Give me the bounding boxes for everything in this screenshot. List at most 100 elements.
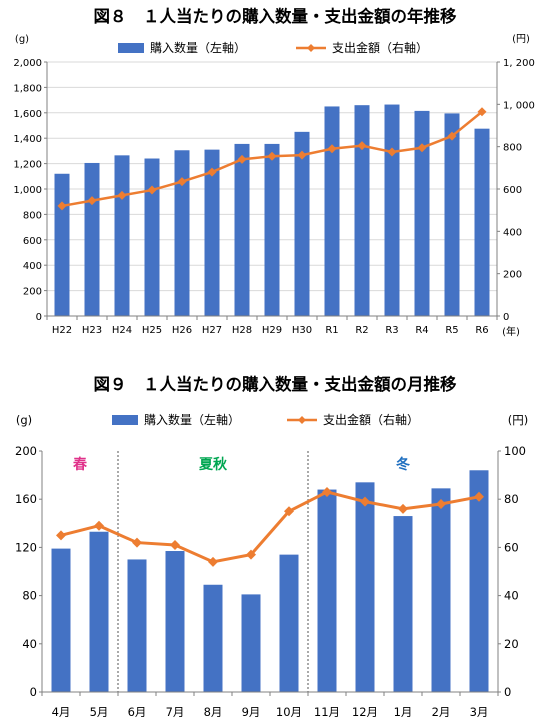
line-point [447, 131, 457, 141]
x-tick-label: R5 [445, 325, 458, 336]
bar [241, 594, 261, 692]
season-label: 夏秋 [199, 456, 228, 473]
bar [84, 162, 100, 316]
bar [89, 531, 109, 692]
bar [384, 104, 400, 316]
left-tick-label: 120 [15, 540, 37, 554]
right-tick-label: 40 [504, 589, 519, 603]
line-point [132, 537, 142, 548]
left-axis-unit: (g) [16, 413, 32, 427]
chart-title: 図９ １人当たりの購入数量・支出金額の月推移 [94, 374, 458, 394]
bar [431, 488, 451, 692]
bar [165, 551, 185, 692]
right-tick-label: 80 [504, 492, 519, 506]
x-axis-unit: (年) [502, 325, 520, 338]
x-tick-label: R2 [355, 325, 368, 336]
left-tick-label: 1,600 [13, 109, 42, 120]
left-tick-label: 600 [23, 236, 42, 247]
x-tick-label: H25 [142, 325, 162, 336]
bar [204, 149, 220, 316]
chart-title: 図８ １人当たりの購入数量・支出金額の年推移 [94, 6, 458, 26]
left-tick-label: 1,400 [13, 134, 42, 145]
left-tick-label: 200 [15, 444, 37, 458]
bar [51, 548, 71, 692]
bar [317, 489, 337, 692]
right-tick-label: 0 [503, 312, 509, 323]
right-tick-label: 600 [503, 185, 522, 196]
line-point [474, 491, 484, 502]
x-tick-label: 6月 [128, 705, 147, 719]
left-tick-label: 80 [22, 589, 37, 603]
legend-bar-label: 購入数量（左軸） [150, 40, 246, 55]
bar [354, 105, 370, 317]
left-tick-label: 160 [15, 492, 37, 506]
left-axis-unit: (g) [15, 34, 29, 45]
x-tick-label: H26 [172, 325, 192, 336]
bar [174, 150, 190, 316]
line-point [94, 520, 104, 531]
legend-line-label: 支出金額（右軸） [332, 40, 428, 55]
x-tick-label: R6 [475, 325, 488, 336]
line-point [357, 141, 367, 151]
bar [294, 131, 310, 316]
x-tick-label: H24 [112, 325, 132, 336]
right-axis-unit: (円) [512, 34, 530, 45]
line-point [57, 201, 67, 211]
bar [355, 482, 375, 692]
line-point [170, 539, 180, 550]
x-tick-label: H22 [52, 325, 72, 336]
line-point [147, 185, 157, 195]
left-tick-label: 1,800 [13, 83, 42, 94]
bar [393, 516, 413, 692]
bar [114, 155, 130, 316]
line-point [284, 506, 294, 517]
legend-bar-label: 購入数量（左軸） [144, 412, 240, 427]
x-tick-label: R4 [415, 325, 428, 336]
line-point [117, 190, 127, 200]
left-tick-label: 0 [30, 685, 37, 699]
right-tick-label: 1, 200 [503, 58, 535, 69]
line-point [477, 107, 487, 117]
line-point [177, 177, 187, 187]
left-tick-label: 400 [23, 261, 42, 272]
x-tick-label: R1 [325, 325, 338, 336]
left-tick-label: 0 [36, 312, 42, 323]
x-tick-label: 7月 [166, 705, 185, 719]
line-point [237, 154, 247, 164]
left-tick-label: 2,000 [13, 58, 42, 69]
x-tick-label: H29 [262, 325, 282, 336]
legend-bar-swatch [118, 43, 144, 53]
right-tick-label: 20 [504, 637, 519, 651]
x-tick-label: 9月 [242, 705, 261, 719]
line-point [297, 150, 307, 160]
left-tick-label: 200 [23, 287, 42, 298]
line-point [208, 556, 218, 567]
right-tick-label: 60 [504, 540, 519, 554]
x-tick-label: 5月 [90, 705, 109, 719]
x-tick-label: 2月 [432, 705, 451, 719]
line-point [267, 151, 277, 161]
line-point [322, 486, 332, 497]
right-tick-label: 800 [503, 143, 522, 154]
left-tick-label: 1,200 [13, 160, 42, 171]
x-tick-label: H27 [202, 325, 222, 336]
legend-line-label: 支出金額（右軸） [323, 412, 419, 427]
bar [474, 128, 490, 316]
bar [279, 554, 299, 692]
line-point [87, 196, 97, 206]
bar [127, 559, 147, 692]
legend-line-marker [298, 416, 306, 424]
line-point [417, 143, 427, 153]
x-tick-label: 3月 [470, 705, 489, 719]
bar [54, 173, 70, 316]
left-tick-label: 800 [23, 210, 42, 221]
right-tick-label: 0 [504, 685, 511, 699]
x-tick-label: 11月 [314, 705, 340, 719]
line-point [56, 530, 66, 541]
expenditure-line [60, 490, 480, 564]
bar [444, 113, 460, 316]
line-point [387, 147, 397, 157]
